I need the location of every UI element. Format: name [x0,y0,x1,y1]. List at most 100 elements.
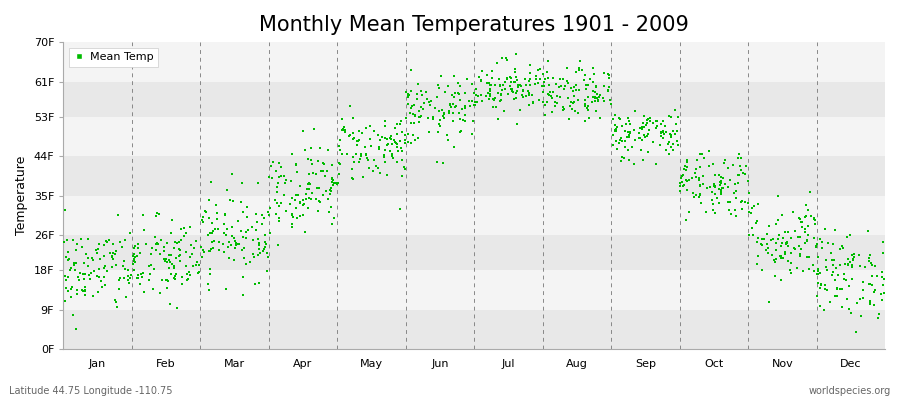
Point [508,90,523,97]
Point [458,105,473,112]
Point [431,129,446,135]
Point [722,207,736,214]
Point [507,79,521,86]
Point [506,88,520,95]
Point [587,71,601,78]
Point [335,151,349,157]
Point [437,110,452,117]
Point [464,131,479,137]
Point [377,147,392,154]
Point [125,261,140,267]
Point [110,304,124,310]
Point [775,212,789,218]
Point [346,134,361,141]
Point [176,225,191,231]
Point [168,255,183,262]
Point [155,276,169,283]
Point [727,207,742,214]
Point [774,253,788,260]
Point [823,299,837,305]
Point [338,124,352,130]
Point [64,286,78,292]
Point [742,209,756,216]
Point [482,88,497,94]
Point [191,270,205,276]
Point [540,99,554,105]
Point [488,82,502,88]
Point [302,170,316,177]
Point [97,282,112,288]
Point [810,271,824,277]
Point [488,94,502,101]
Point [680,187,694,193]
Point [60,237,75,243]
Point [251,180,266,186]
Point [638,134,652,140]
Point [328,180,343,186]
Point [278,208,293,214]
Point [592,94,607,100]
Point [709,195,724,201]
Point [491,60,505,66]
Point [827,277,842,283]
Point [617,144,632,150]
Point [310,158,325,165]
Point [829,264,843,271]
Point [325,221,339,228]
Point [76,260,91,266]
Point [356,174,371,180]
Point [179,249,194,256]
Point [562,103,577,109]
Point [670,128,684,134]
Point [396,164,410,170]
Point [609,124,624,130]
Point [680,156,694,163]
Point [466,118,481,124]
Point [849,329,863,335]
Point [656,118,670,124]
Point [862,299,877,305]
Point [827,256,842,263]
Point [394,118,409,124]
Point [675,179,689,186]
Point [811,279,825,286]
Point [166,263,181,269]
Point [676,172,690,178]
Point [157,243,171,250]
Point [793,234,807,240]
Point [689,156,704,163]
Point [312,185,327,191]
Point [677,182,691,188]
Point [225,197,239,204]
Point [607,116,621,122]
Point [363,123,377,130]
Point [842,261,856,268]
Point [303,145,318,152]
Point [634,147,648,154]
Point [669,121,683,127]
Point [411,80,426,87]
Bar [63,196,885,235]
Point [707,210,722,216]
Point [189,238,203,244]
Point [617,138,632,144]
Point [406,110,420,117]
Point [865,273,879,279]
Point [670,142,685,148]
Point [571,110,585,117]
Point [653,129,668,136]
Point [395,147,410,154]
Point [784,250,798,256]
Point [168,273,183,280]
Point [224,171,238,177]
Point [183,224,197,230]
Point [132,250,147,256]
Point [755,267,770,274]
Point [81,263,95,270]
Point [554,76,568,82]
Point [632,130,646,136]
Point [679,217,693,224]
Point [326,181,340,188]
Point [724,176,738,183]
Point [703,184,717,190]
